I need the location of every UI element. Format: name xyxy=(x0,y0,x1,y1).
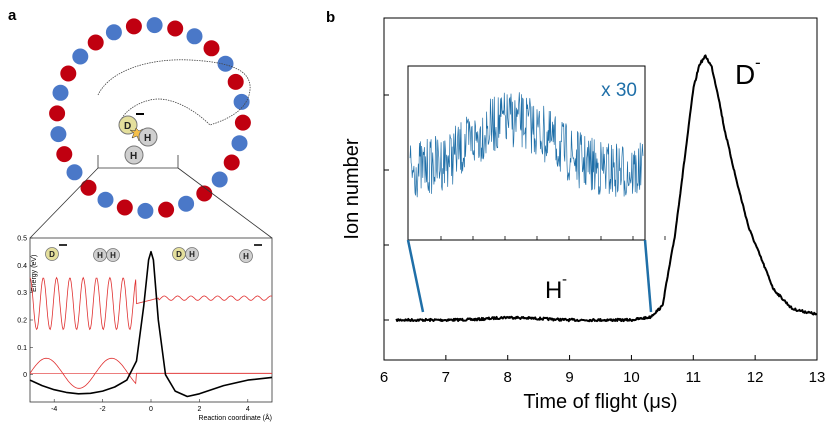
red-ion xyxy=(60,65,77,82)
y-tick-label: 0.2 xyxy=(17,318,27,325)
zoom-line-right xyxy=(177,167,273,239)
energy-plot: 0 0.1 0.2 0.3 0.4 0.5 -4 -2 0 2 4 Energy (eV) Reacti… xyxy=(17,236,273,422)
blue-ion xyxy=(178,195,195,212)
red-ion xyxy=(167,20,184,37)
ion-trap-ring xyxy=(49,17,251,219)
tof-trace xyxy=(395,54,818,323)
y-tick-label: 0.4 xyxy=(17,263,27,270)
h-atom-2-label: H xyxy=(130,151,137,162)
x-tick-label: 4 xyxy=(246,406,250,413)
red-ion xyxy=(87,34,104,51)
species-h-anion-label: H xyxy=(243,252,249,261)
trajectory-path xyxy=(97,59,251,129)
x-tick-label: 8 xyxy=(504,369,512,386)
panel-a-label: a xyxy=(8,7,17,24)
inset-scale-label: x 30 xyxy=(601,80,637,101)
x-tick-label: 2 xyxy=(197,406,201,413)
red-ion xyxy=(49,105,66,122)
x-tick-label: 0 xyxy=(149,406,153,413)
red-ion xyxy=(234,114,251,131)
energy-plot-frame xyxy=(29,237,273,403)
peak-d-charge: - xyxy=(755,53,761,72)
zoom-line-left xyxy=(29,167,99,239)
species-h-anion xyxy=(239,249,253,263)
d-atom-label: D xyxy=(124,121,131,132)
y-tick-label: 0.1 xyxy=(17,345,27,352)
peak-d-label: D xyxy=(735,59,755,90)
inset-connector-right xyxy=(643,239,653,313)
blue-ion xyxy=(50,126,67,143)
tof-plot: 6 7 8 9 10 11 12 13 Time of flight (μs) Ion numbe… xyxy=(341,17,826,413)
x-tick-label: 7 xyxy=(442,369,450,386)
red-ion xyxy=(196,185,213,202)
x-tick-label: 9 xyxy=(565,369,573,386)
red-ion xyxy=(80,179,97,196)
x-tick-label: -4 xyxy=(51,406,57,413)
blue-ion xyxy=(233,93,250,110)
blue-ion xyxy=(146,17,163,34)
d-atom xyxy=(118,115,138,135)
h-atom-1 xyxy=(138,127,158,147)
x-tick-label: 12 xyxy=(747,369,764,386)
species-d-anion-label: D xyxy=(49,250,55,259)
blue-ion xyxy=(186,28,203,45)
species-dh-h-label: H xyxy=(189,250,195,259)
species-h2-b xyxy=(106,248,120,262)
inset-connector-left xyxy=(406,239,425,313)
blue-ion xyxy=(97,191,114,208)
species-d-anion xyxy=(45,247,59,261)
species-h2-a-label: H xyxy=(97,251,103,260)
zoom-inset-frame xyxy=(407,65,646,241)
trap-molecule: D H H xyxy=(118,113,158,165)
species-dh-d-label: D xyxy=(176,250,182,259)
red-ion xyxy=(56,146,73,163)
species-dh-h xyxy=(185,247,199,261)
blue-ion xyxy=(52,84,69,101)
red-ion xyxy=(125,18,142,35)
tof-plot-frame xyxy=(383,17,818,361)
h-atom-1-label: H xyxy=(144,133,151,144)
x-tick-label: 11 xyxy=(685,369,701,386)
blue-ion xyxy=(105,24,122,41)
x-tick-label: -2 xyxy=(99,406,105,413)
y-axis-title: Ion number xyxy=(341,138,363,240)
wavefunction-upper xyxy=(29,276,273,331)
red-ion xyxy=(203,40,220,57)
y-tick-label: 0.5 xyxy=(17,236,27,243)
species-h2-b-label: H xyxy=(110,251,116,260)
x-tick-label: 6 xyxy=(380,369,388,386)
panel-b-label: b xyxy=(326,9,335,26)
potential-curve xyxy=(29,250,273,398)
inset-trace xyxy=(409,92,644,198)
x-tick-label: 10 xyxy=(623,369,640,386)
blue-ion xyxy=(217,55,234,72)
y-axis-title: Energy (eV) xyxy=(31,255,38,292)
blue-ion xyxy=(137,202,154,219)
red-ion xyxy=(223,154,240,171)
red-ion xyxy=(158,201,175,218)
x-axis-title: Time of flight (μs) xyxy=(523,391,677,413)
x-tick-label: 13 xyxy=(809,369,826,386)
h-atom-2 xyxy=(124,145,144,165)
blue-ion xyxy=(211,171,228,188)
peak-h-charge: - xyxy=(562,271,567,288)
blue-ion xyxy=(72,48,89,65)
red-ion xyxy=(116,199,133,216)
y-tick-label: 0 xyxy=(23,372,27,379)
blue-ion xyxy=(66,164,83,181)
x-axis-title: Reaction coordinate (Å) xyxy=(198,413,272,422)
peak-h-label: H xyxy=(545,277,562,304)
red-ion xyxy=(227,73,244,90)
blue-ion xyxy=(231,135,248,152)
y-tick-label: 0.3 xyxy=(17,290,27,297)
